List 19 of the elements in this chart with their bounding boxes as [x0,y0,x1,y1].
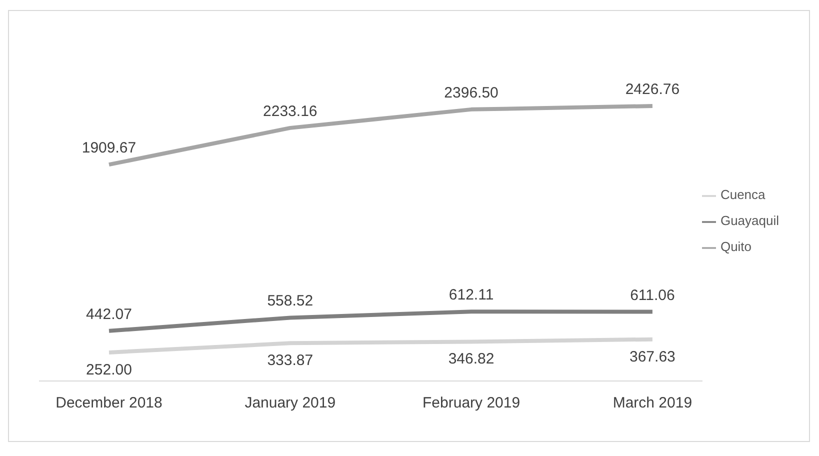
legend-label: Quito [720,239,752,254]
data-label: 252.00 [86,361,132,378]
data-label: 346.82 [448,350,494,368]
data-label: 558.52 [267,292,314,310]
data-label: 442.07 [86,306,132,323]
data-label: 2233.16 [263,102,318,120]
data-label: 367.63 [630,348,676,366]
data-label: 1909.67 [82,140,136,157]
x-tick-label: February 2019 [422,394,520,412]
data-label: 612.11 [448,286,494,304]
data-label: 611.06 [630,286,675,304]
legend-label: Cuenca [720,187,766,202]
x-tick-label: December 2018 [56,394,162,412]
data-label: 333.87 [267,352,314,370]
data-label: 2396.50 [444,84,498,102]
x-tick-label: March 2019 [612,394,692,412]
data-label: 2426.76 [625,81,680,98]
x-tick-label: January 2019 [244,394,336,412]
legend-label: Guayaquil [720,213,779,228]
